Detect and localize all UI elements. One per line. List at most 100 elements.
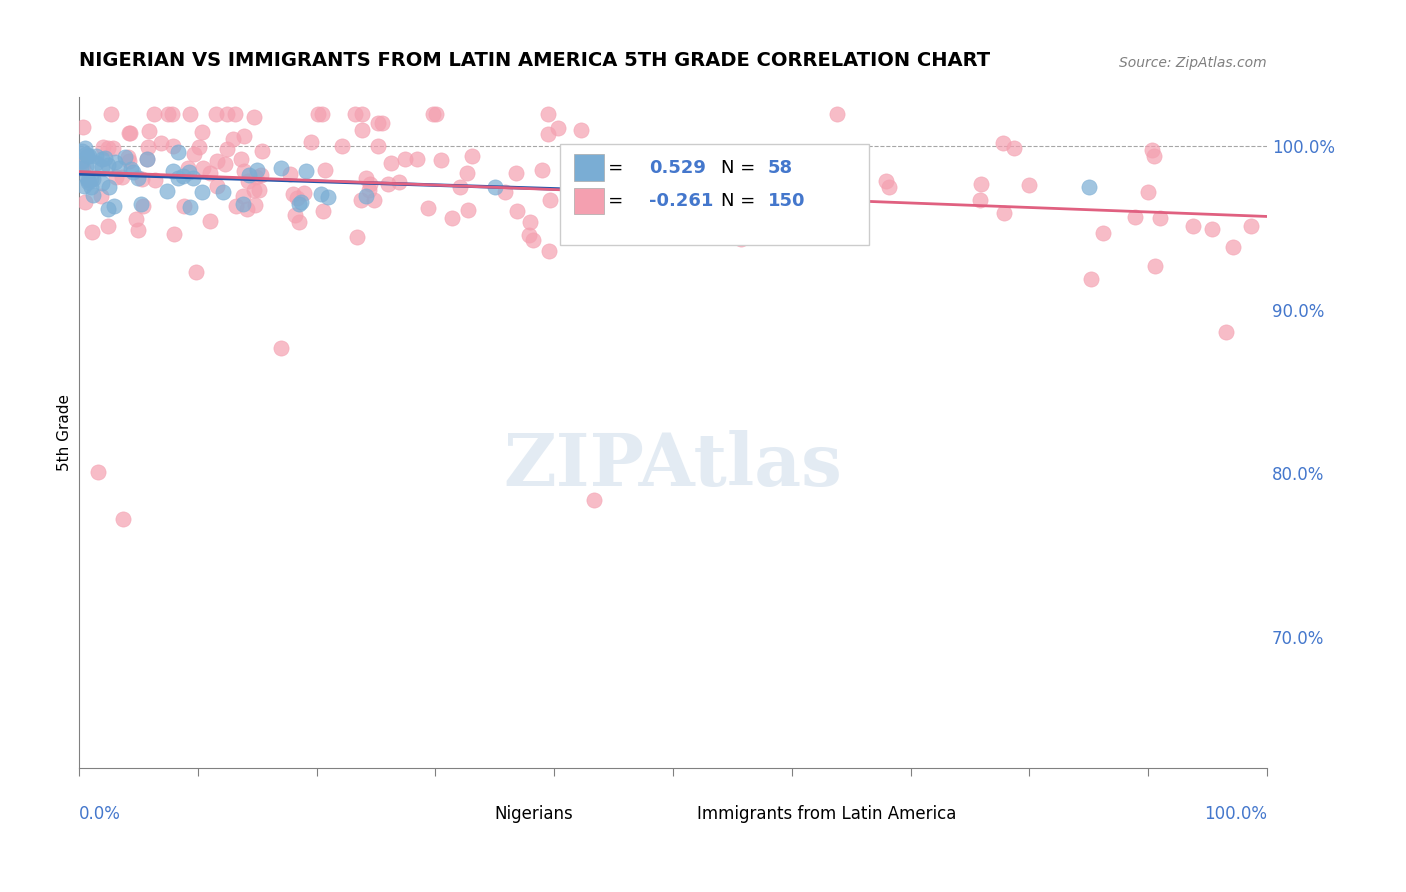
- FancyBboxPatch shape: [575, 154, 605, 181]
- Point: [179, 200, 201, 214]
- Point: [346, 229, 368, 244]
- Point: [117, 150, 139, 164]
- Point: [80, 172, 103, 186]
- Text: R =: R =: [591, 192, 628, 211]
- Point: [94, 151, 117, 165]
- Point: [122, 165, 145, 179]
- Point: [118, 126, 141, 140]
- Point: [135, 152, 157, 166]
- Point: [135, 152, 157, 166]
- Point: [730, 232, 752, 246]
- Point: [124, 212, 146, 227]
- Point: [70, 154, 93, 169]
- Point: [288, 197, 311, 211]
- Point: [232, 189, 254, 203]
- Point: [80, 225, 103, 239]
- Point: [250, 145, 273, 159]
- Text: N =: N =: [720, 159, 761, 177]
- Point: [233, 128, 256, 143]
- Point: [191, 125, 214, 139]
- Point: [167, 170, 190, 185]
- Point: [583, 492, 606, 507]
- Point: [177, 161, 200, 175]
- Point: [120, 162, 142, 177]
- Point: [163, 227, 186, 242]
- Point: [287, 215, 309, 229]
- Point: [73, 179, 96, 194]
- Point: [205, 153, 228, 168]
- Point: [270, 341, 292, 355]
- Point: [787, 222, 810, 236]
- Point: [344, 106, 367, 120]
- Point: [519, 215, 541, 229]
- Point: [84, 149, 107, 163]
- Point: [238, 168, 260, 182]
- Point: [318, 190, 340, 204]
- Point: [245, 170, 267, 185]
- Point: [359, 177, 381, 191]
- Point: [188, 140, 211, 154]
- Point: [363, 193, 385, 207]
- Point: [72, 120, 94, 135]
- Text: ZIPAtlas: ZIPAtlas: [503, 431, 842, 501]
- Point: [537, 106, 560, 120]
- Point: [205, 178, 228, 193]
- Point: [290, 194, 312, 209]
- Point: [90, 189, 112, 203]
- Text: 0.529: 0.529: [650, 159, 706, 177]
- Point: [243, 183, 266, 197]
- Point: [114, 150, 136, 164]
- Point: [747, 202, 769, 216]
- Point: [380, 156, 402, 170]
- Point: [80, 180, 103, 194]
- Point: [70, 144, 93, 158]
- Point: [522, 233, 544, 247]
- Point: [530, 162, 553, 177]
- Point: [157, 106, 180, 120]
- Point: [75, 159, 97, 173]
- Point: [461, 149, 484, 163]
- Point: [283, 186, 305, 201]
- Point: [211, 186, 233, 200]
- Point: [138, 124, 160, 138]
- Point: [367, 139, 389, 153]
- Point: [232, 196, 254, 211]
- Point: [377, 178, 399, 192]
- Point: [143, 172, 166, 186]
- Point: [311, 187, 333, 202]
- Point: [104, 170, 127, 185]
- Point: [111, 512, 134, 526]
- Point: [506, 203, 529, 218]
- Point: [132, 199, 155, 213]
- Text: NIGERIAN VS IMMIGRANTS FROM LATIN AMERICA 5TH GRADE CORRELATION CHART: NIGERIAN VS IMMIGRANTS FROM LATIN AMERIC…: [79, 52, 990, 70]
- Point: [352, 123, 374, 137]
- Point: [993, 136, 1015, 150]
- Point: [429, 153, 451, 167]
- Point: [217, 142, 239, 156]
- Point: [179, 165, 201, 179]
- Point: [620, 174, 643, 188]
- Point: [104, 155, 127, 169]
- Point: [1077, 180, 1099, 194]
- FancyBboxPatch shape: [560, 145, 869, 244]
- Point: [569, 123, 592, 137]
- Point: [235, 202, 257, 216]
- Text: N =: N =: [720, 192, 761, 211]
- Point: [200, 214, 222, 228]
- Point: [1140, 143, 1163, 157]
- Point: [1149, 211, 1171, 225]
- Point: [246, 162, 269, 177]
- Point: [676, 197, 699, 211]
- Point: [162, 163, 184, 178]
- Point: [83, 171, 105, 186]
- Point: [505, 166, 527, 180]
- Point: [538, 193, 561, 207]
- Point: [76, 173, 98, 187]
- Point: [236, 173, 259, 187]
- Point: [72, 161, 94, 175]
- Point: [97, 219, 120, 233]
- Point: [367, 116, 389, 130]
- Point: [231, 152, 253, 166]
- Point: [311, 106, 333, 120]
- Point: [1080, 272, 1102, 286]
